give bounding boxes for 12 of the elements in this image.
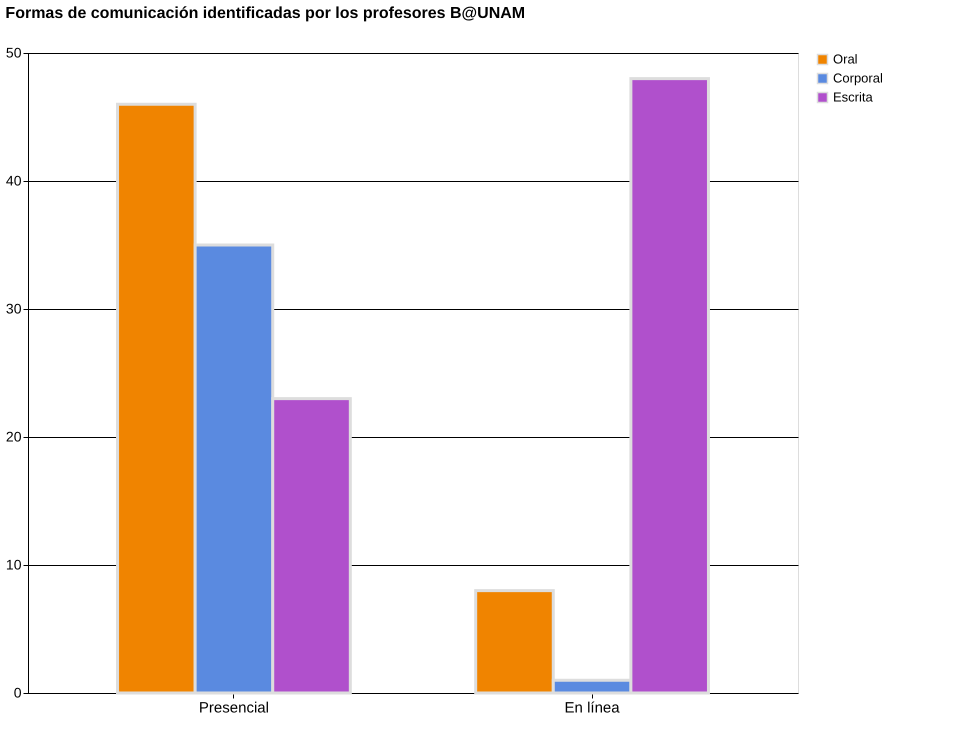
y-tick-label: 0 [14, 684, 22, 700]
y-tick-label: 40 [6, 172, 22, 188]
x-tick-label: Presencial [198, 700, 269, 716]
x-tick-label: En línea [564, 700, 620, 716]
y-tick-label: 20 [6, 428, 22, 444]
y-tick-label: 30 [6, 300, 22, 316]
y-tick-label: 50 [6, 44, 22, 60]
y-tick-label: 10 [6, 556, 22, 572]
legend-label: Corporal [833, 70, 883, 86]
legend-label: Escrita [833, 90, 874, 104]
chart-title: Formas de comunicación identificadas por los profesores B@UNAM [5, 5, 526, 22]
legend-label: Oral [833, 52, 858, 66]
